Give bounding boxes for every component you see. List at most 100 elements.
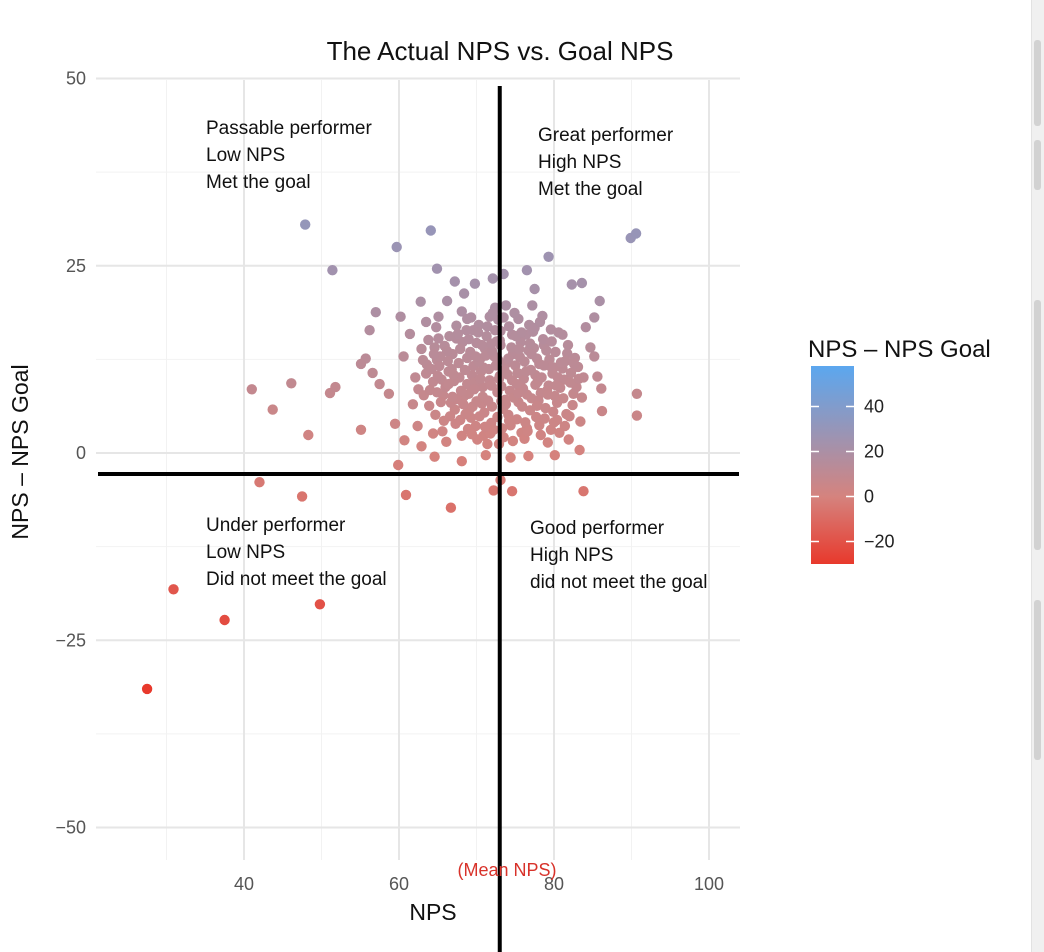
data-point: [367, 367, 378, 379]
data-point: [461, 325, 472, 336]
data-point: [529, 283, 540, 295]
data-point: [330, 381, 341, 393]
data-point: [576, 277, 588, 289]
data-point: [432, 370, 443, 382]
data-point: [488, 485, 499, 496]
data-point: [374, 378, 385, 390]
data-point: [517, 401, 528, 412]
data-point: [355, 424, 367, 435]
reference-lines: [98, 86, 739, 952]
data-point: [420, 316, 432, 328]
y-tick-label: 50: [66, 69, 86, 89]
data-point: [415, 296, 426, 307]
y-tick-label: 0: [76, 443, 86, 463]
data-point: [568, 358, 580, 370]
data-point: [509, 307, 520, 319]
data-point: [424, 400, 435, 411]
data-point: [451, 320, 462, 331]
data-point: [486, 380, 497, 391]
data-point: [576, 392, 588, 403]
data-point: [536, 372, 547, 383]
data-point: [506, 486, 518, 497]
data-point: [573, 373, 584, 384]
data-point: [487, 307, 498, 319]
data-point: [585, 342, 596, 353]
data-point: [523, 450, 534, 462]
data-point: [453, 357, 464, 369]
grid-lines: [96, 77, 740, 860]
data-point: [430, 409, 441, 420]
data-point: [429, 451, 440, 462]
legend-tick-label: 0: [864, 487, 874, 507]
data-point: [458, 399, 469, 410]
data-point: [487, 273, 498, 284]
data-point: [398, 351, 409, 362]
data-point: [471, 396, 482, 407]
data-point: [267, 404, 278, 415]
data-point: [514, 351, 526, 363]
data-point: [521, 265, 533, 276]
data-point: [486, 338, 497, 349]
data-point: [558, 393, 569, 404]
data-point: [441, 436, 452, 447]
data-point: [578, 486, 589, 497]
y-tick-label: 25: [66, 256, 86, 276]
scrollbar-thumb[interactable]: [1034, 40, 1041, 126]
data-point: [565, 377, 576, 388]
data-point: [254, 477, 265, 488]
quadrant-label: Under performer: [206, 515, 346, 536]
data-point: [449, 276, 460, 287]
y-tick-label: −25: [55, 630, 86, 650]
data-point: [575, 416, 586, 427]
scrollbar-thumb[interactable]: [1034, 140, 1041, 190]
data-point: [428, 348, 440, 360]
data-point: [435, 396, 447, 408]
quadrant-label: did not meet the goal: [530, 572, 707, 593]
x-tick-label: 100: [694, 874, 724, 894]
data-point: [552, 372, 564, 383]
legend-tick-label: 20: [864, 442, 884, 462]
data-point: [477, 381, 488, 393]
data-point: [535, 429, 546, 441]
data-point: [355, 358, 367, 370]
data-point: [450, 418, 461, 429]
data-point: [383, 388, 395, 399]
data-point: [410, 372, 421, 383]
data-point: [503, 353, 514, 364]
data-point: [539, 413, 550, 424]
chart-title: The Actual NPS vs. Goal NPS: [327, 36, 674, 66]
quadrant-annotations: Passable performer Low NPS Met the goal Gre…: [206, 118, 707, 593]
data-point: [455, 343, 466, 355]
data-point: [431, 387, 443, 398]
data-point: [527, 300, 538, 311]
data-point: [511, 378, 522, 390]
data-point: [444, 331, 455, 342]
data-point: [442, 355, 453, 367]
x-tick-label: 60: [389, 874, 409, 894]
data-point: [469, 384, 480, 395]
data-point: [426, 363, 437, 375]
data-point: [463, 334, 474, 345]
data-point: [314, 599, 326, 610]
scrollbar-thumb[interactable]: [1034, 300, 1041, 550]
data-point: [531, 400, 543, 411]
data-point: [564, 411, 575, 422]
data-point: [393, 459, 404, 471]
data-point: [505, 452, 516, 463]
data-point: [531, 411, 542, 423]
data-point: [522, 426, 533, 437]
scrollbar-track[interactable]: [1031, 0, 1044, 952]
data-point: [507, 435, 519, 447]
data-point: [548, 417, 560, 428]
data-point: [589, 312, 600, 323]
data-point: [553, 327, 564, 338]
data-point: [503, 321, 515, 332]
data-point: [596, 405, 608, 417]
data-point: [433, 311, 444, 322]
data-point: [589, 351, 600, 362]
data-point: [303, 429, 314, 441]
data-point: [300, 219, 311, 230]
data-point: [506, 342, 517, 353]
scrollbar-thumb[interactable]: [1034, 600, 1041, 760]
quadrant-label: Met the goal: [538, 179, 643, 200]
